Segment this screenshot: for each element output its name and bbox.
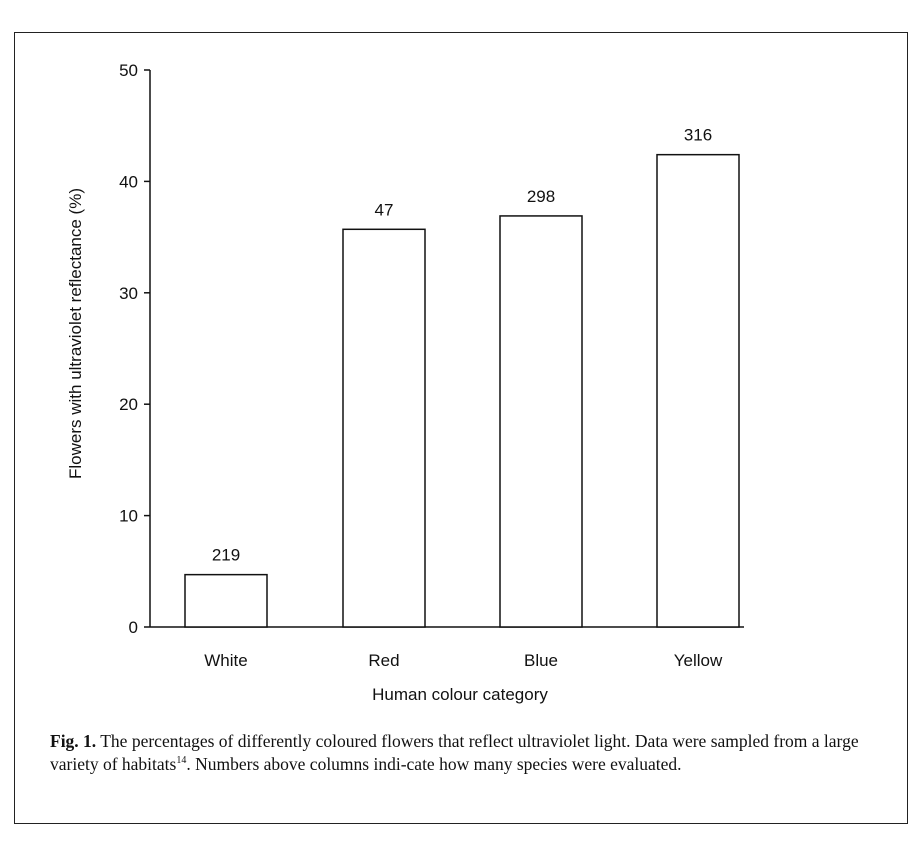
data-label: 316 bbox=[684, 126, 712, 145]
y-axis-label: Flowers with ultraviolet reflectance (%) bbox=[66, 188, 85, 479]
bar-white bbox=[184, 573, 268, 628]
x-tick-label: Yellow bbox=[674, 651, 723, 670]
y-tick-label: 10 bbox=[119, 507, 138, 526]
bar-yellow bbox=[656, 153, 740, 628]
y-tick-label: 0 bbox=[129, 618, 138, 637]
x-tick-label: Blue bbox=[524, 651, 558, 670]
chart-axes: 0 10 20 30 40 50 Flowers with ultraviolet refl… bbox=[66, 61, 744, 637]
x-axis-label: Human colour category bbox=[372, 685, 548, 704]
y-tick-label: 40 bbox=[119, 172, 138, 191]
bar-red bbox=[342, 228, 426, 628]
x-tick-label: White bbox=[204, 651, 247, 670]
caption-reference: 14 bbox=[176, 755, 187, 767]
figure-frame bbox=[14, 32, 908, 824]
caption-text-end: . Numbers above columns indi-cate how ma… bbox=[186, 754, 682, 774]
figure-label: Fig. 1. bbox=[50, 731, 97, 751]
figure-caption: Fig. 1. The percentages of differently c… bbox=[50, 730, 880, 776]
data-label: 298 bbox=[527, 187, 555, 206]
y-tick-label: 50 bbox=[119, 61, 138, 80]
data-label: 219 bbox=[212, 546, 240, 565]
y-tick-label: 20 bbox=[119, 395, 138, 414]
caption-text: The percentages of differently coloured … bbox=[50, 731, 859, 774]
y-tick-label: 30 bbox=[119, 284, 138, 303]
chart-bars bbox=[184, 153, 740, 628]
data-label: 47 bbox=[375, 200, 394, 219]
bar-chart: 0 10 20 30 40 50 Flowers with ultraviolet refl… bbox=[66, 61, 744, 704]
bar-blue bbox=[499, 215, 583, 628]
chart-labels: 219 White 47 Red 298 Blue 316 Yellow Human colou… bbox=[204, 126, 723, 704]
x-tick-label: Red bbox=[368, 651, 399, 670]
